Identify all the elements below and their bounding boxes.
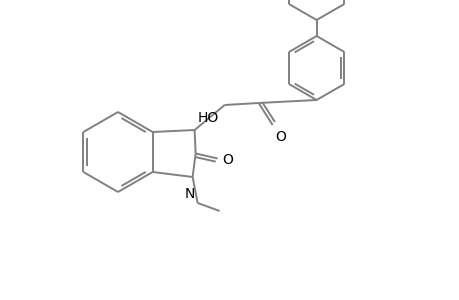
Text: N: N (184, 187, 195, 201)
Text: O: O (222, 152, 233, 167)
Text: O: O (275, 130, 286, 144)
Text: HO: HO (197, 111, 218, 125)
